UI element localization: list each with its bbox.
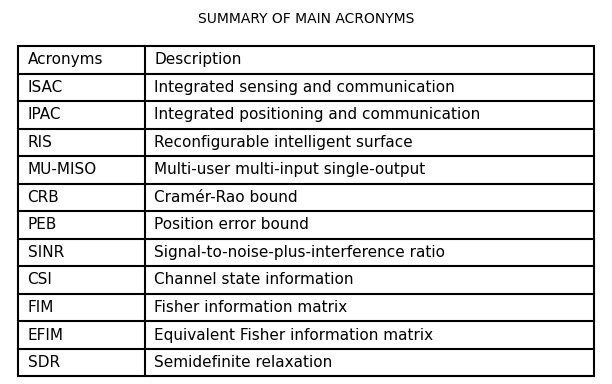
Text: Semidefinite relaxation: Semidefinite relaxation — [154, 355, 332, 370]
Text: ISAC: ISAC — [28, 80, 63, 95]
Text: RIS: RIS — [28, 135, 53, 150]
Text: Position error bound: Position error bound — [154, 217, 309, 232]
Text: Description: Description — [154, 52, 242, 67]
Text: Integrated sensing and communication: Integrated sensing and communication — [154, 80, 455, 95]
Text: CSI: CSI — [28, 273, 53, 288]
Text: FIM: FIM — [28, 300, 54, 315]
Text: Cramér-Rao bound: Cramér-Rao bound — [154, 190, 297, 205]
Text: CRB: CRB — [28, 190, 59, 205]
Text: Integrated positioning and communication: Integrated positioning and communication — [154, 108, 480, 122]
Text: SDR: SDR — [28, 355, 59, 370]
Text: EFIM: EFIM — [28, 328, 64, 343]
Text: Reconfigurable intelligent surface: Reconfigurable intelligent surface — [154, 135, 413, 150]
Text: Equivalent Fisher information matrix: Equivalent Fisher information matrix — [154, 328, 433, 343]
Text: Multi-user multi-input single-output: Multi-user multi-input single-output — [154, 162, 425, 177]
Text: Signal-to-noise-plus-interference ratio: Signal-to-noise-plus-interference ratio — [154, 245, 445, 260]
Text: PEB: PEB — [28, 217, 57, 232]
Text: MU-MISO: MU-MISO — [28, 162, 97, 177]
Text: IPAC: IPAC — [28, 108, 61, 122]
Text: SUMMARY OF MAIN ACRONYMS: SUMMARY OF MAIN ACRONYMS — [198, 12, 414, 25]
Text: SINR: SINR — [28, 245, 64, 260]
Text: Acronyms: Acronyms — [28, 52, 103, 67]
Text: Channel state information: Channel state information — [154, 273, 354, 288]
Text: Fisher information matrix: Fisher information matrix — [154, 300, 348, 315]
